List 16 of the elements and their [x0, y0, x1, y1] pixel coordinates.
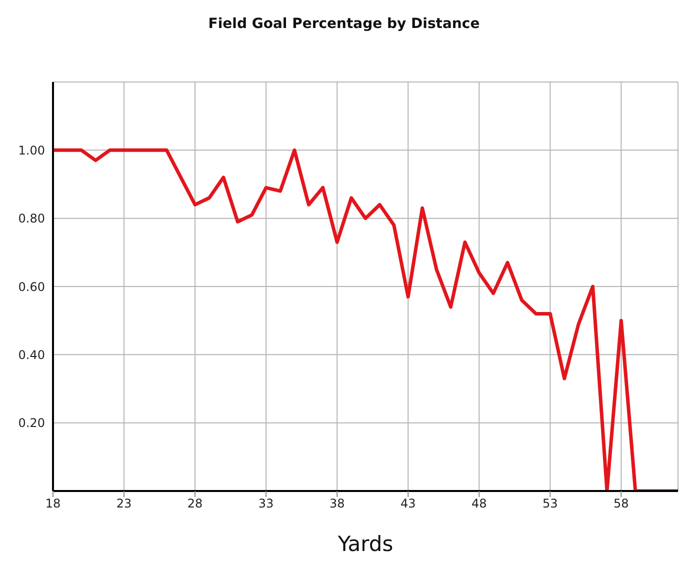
chart-title: Field Goal Percentage by Distance: [207, 16, 481, 32]
x-tick-label: 53: [542, 496, 558, 511]
x-tick-label: 18: [45, 496, 61, 511]
x-tick-label: 28: [187, 496, 203, 511]
x-tick-label: 43: [400, 496, 416, 511]
y-tick-label: 0.80: [18, 212, 45, 226]
y-tick-label: 0.40: [18, 348, 45, 362]
x-axis-title: Yards: [336, 532, 394, 556]
y-tick-label: 0.60: [18, 280, 45, 294]
y-tick-label: 0.20: [18, 416, 45, 430]
x-tick-label: 58: [614, 496, 629, 511]
y-tick-label: 1.00: [18, 143, 45, 158]
x-tick-label: 23: [116, 496, 132, 511]
x-tick-label: 38: [329, 496, 345, 511]
x-tick-label: 33: [258, 496, 274, 511]
x-tick-label: 48: [471, 496, 487, 511]
